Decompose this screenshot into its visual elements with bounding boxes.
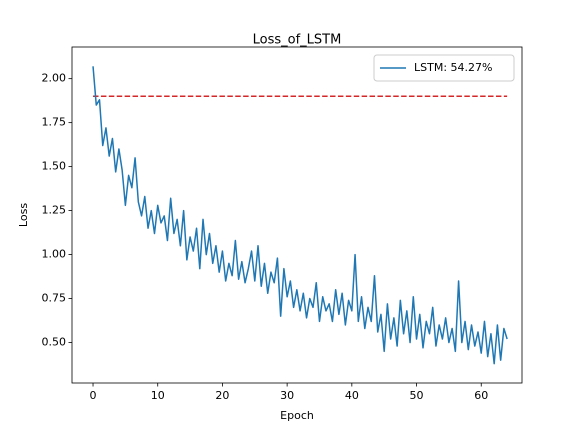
y-tick-label: 1.50 <box>42 160 67 173</box>
x-tick-label: 40 <box>345 389 359 402</box>
y-axis-label: Loss <box>17 203 30 227</box>
x-axis-label: Epoch <box>280 409 314 422</box>
axes-frame <box>71 46 523 384</box>
x-tick-label: 10 <box>151 389 165 402</box>
x-tick-label: 50 <box>410 389 424 402</box>
y-tick-label: 0.50 <box>42 336 67 349</box>
legend-box <box>373 54 515 82</box>
x-tick-label: 60 <box>474 389 488 402</box>
x-tick-label: 20 <box>215 389 229 402</box>
data-line <box>92 66 508 365</box>
chart-title: Loss_of_LSTM <box>253 33 342 48</box>
legend-label: LSTM: 54.27% <box>414 61 492 74</box>
x-tick-label: 30 <box>280 389 294 402</box>
y-tick-label: 1.25 <box>42 204 67 217</box>
y-tick-label: 2.00 <box>42 72 67 85</box>
y-tick-label: 1.00 <box>42 248 67 261</box>
x-tick-label: 0 <box>90 389 97 402</box>
y-tick-label: 1.75 <box>42 116 67 129</box>
y-tick-label: 0.75 <box>42 292 67 305</box>
